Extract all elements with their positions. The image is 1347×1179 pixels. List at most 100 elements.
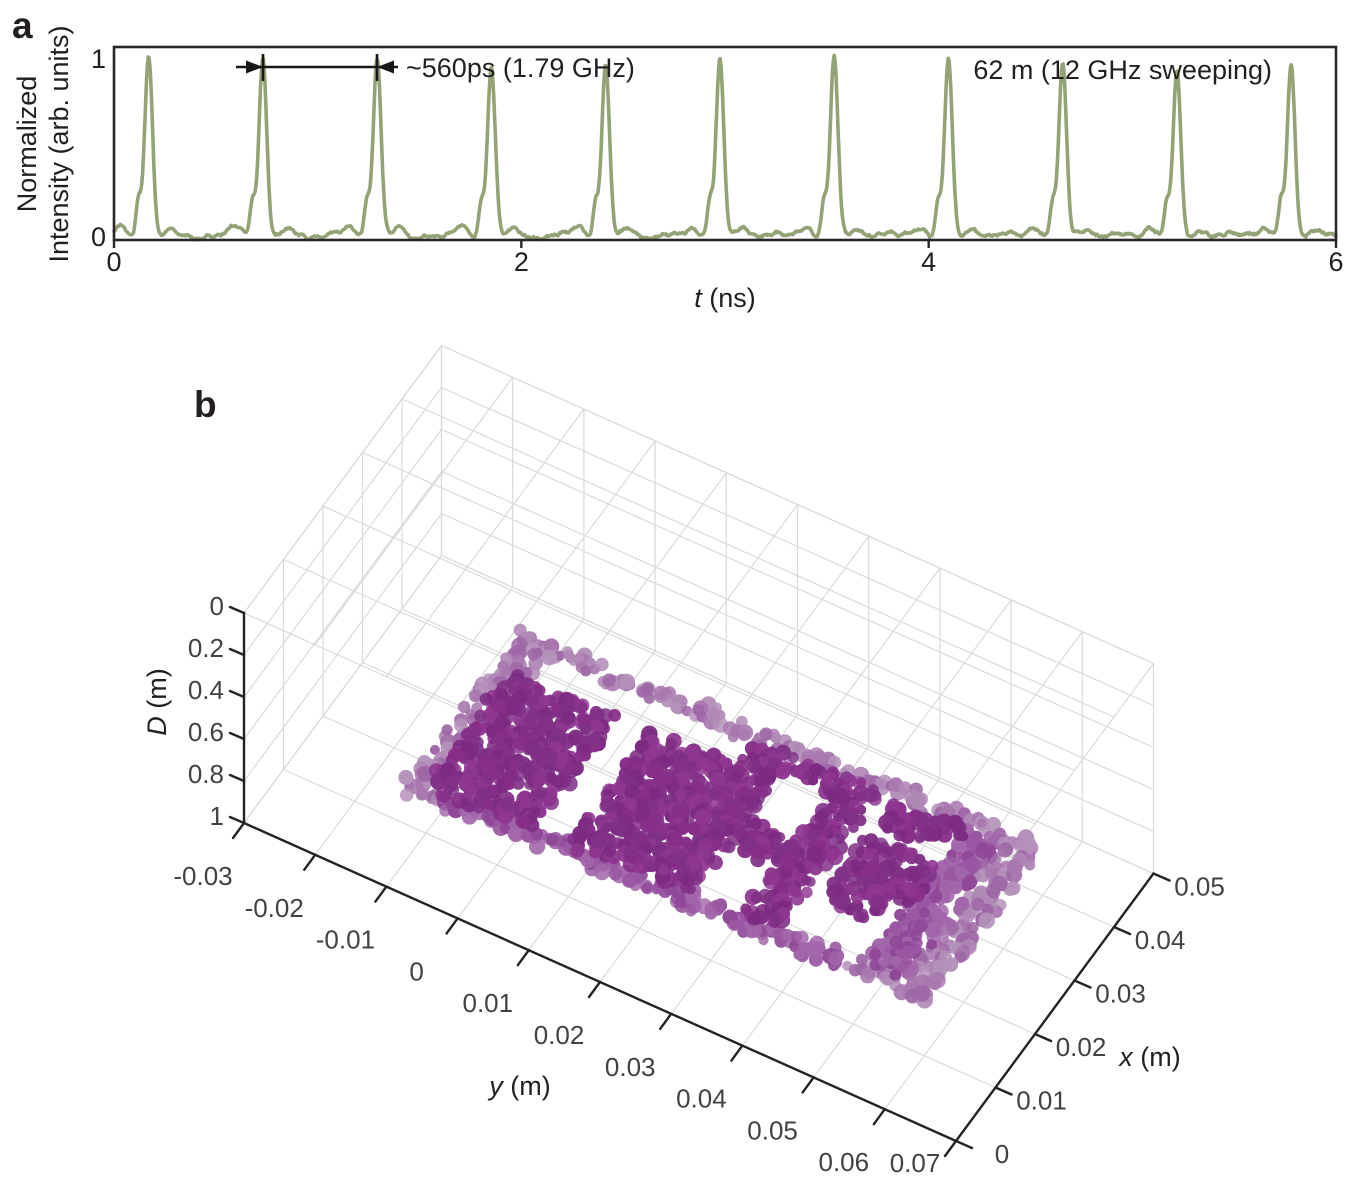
cloud-point [835, 791, 851, 806]
cloud-point [826, 790, 838, 801]
panel-b-tick-label: -0.03 [173, 861, 232, 891]
cloud-point [929, 971, 946, 989]
pulse-period-text: ~560ps (1.79 GHz) [406, 53, 635, 83]
d-axis-tick [228, 773, 246, 783]
cloud-point [642, 860, 655, 873]
d-axis-tick [228, 689, 246, 699]
cloud-point [441, 724, 453, 736]
panel-b-tick-label: 0.2 [188, 633, 224, 663]
cloud-point [881, 822, 894, 834]
cloud-point [481, 810, 493, 823]
panel-a-ylabel-line1: Normalized [12, 76, 42, 213]
panel-b-zlabel: D (m) [142, 668, 172, 735]
grid-floor-y [884, 841, 1083, 1110]
cloud-point [837, 870, 849, 883]
cloud-point [914, 919, 928, 933]
cloud-point [801, 886, 813, 899]
cloud-point [907, 869, 921, 883]
pulse-trace-path [112, 53, 1338, 242]
cloud-point [879, 866, 892, 879]
cloud-point [795, 768, 807, 779]
cloud-point [734, 919, 745, 930]
cloud-point [546, 833, 559, 846]
cloud-point [593, 863, 611, 881]
cloud-point [847, 843, 864, 860]
cloud-point [634, 740, 648, 753]
panel-a-xtick-label: 2 [514, 247, 529, 277]
cloud-point [398, 769, 414, 785]
cloud-point [608, 709, 621, 722]
panel-b: b 00.20.40.60.81-0.03-0.02-0.0100.010.02… [142, 344, 1225, 1178]
arrowhead-right-icon [246, 60, 263, 74]
cloud-point [807, 828, 820, 841]
panel-b-gridlines [243, 344, 1155, 1142]
cloud-point [570, 843, 585, 858]
x-axis-tick [994, 1086, 1013, 1096]
cloud-point [672, 759, 685, 772]
panel-b-tick-label: 0 [409, 956, 423, 986]
cloud-point [576, 711, 590, 725]
cloud-point [1006, 858, 1023, 875]
d-axis-tick [228, 815, 246, 825]
cloud-point [826, 848, 844, 866]
panel-a-ytick-0: 0 [91, 222, 106, 252]
grid-rightwall-d [441, 512, 1154, 833]
y-axis-tick [943, 1139, 958, 1158]
panel-b-label: b [194, 384, 217, 425]
cloud-point [605, 811, 617, 823]
cloud-point [673, 750, 686, 762]
panel-b-tick-label: 1 [210, 801, 224, 831]
grid-floor-y [314, 586, 514, 856]
cloud-point [808, 935, 825, 952]
cloud-point [809, 763, 823, 777]
cloud-point [685, 856, 701, 872]
panel-a-xlabel: t (ns) [694, 283, 756, 313]
cloud-point [580, 665, 592, 677]
grid-leftwall-d [243, 513, 442, 782]
cloud-point [500, 797, 516, 812]
y-axis-tick [516, 949, 530, 967]
cloud-point [586, 733, 601, 748]
x-axis-tick [1073, 979, 1092, 989]
grid-top-y [457, 440, 656, 709]
cloud-point [632, 862, 645, 874]
cloud-point [758, 888, 773, 904]
cloud-point [976, 818, 987, 829]
panel-a-label: a [12, 5, 33, 46]
cloud-point [641, 682, 654, 696]
cloud-point [828, 951, 843, 966]
cloud-point [1024, 836, 1036, 848]
panel-b-tick-label: 0.01 [462, 988, 513, 1018]
cloud-point [602, 673, 616, 687]
panel-b-tick-label: 0.01 [1016, 1086, 1067, 1116]
cloud-point [527, 742, 543, 758]
grid-top-y [741, 567, 941, 836]
panel-b-ylabel-var: y [487, 1071, 504, 1101]
panel-b-tick-label: 0.6 [188, 717, 224, 747]
panel-b-tick-label: 0 [210, 591, 224, 621]
cloud-point [685, 760, 698, 773]
cloud-point [479, 692, 493, 706]
panel-b-zlabel-unit: (m) [142, 668, 172, 716]
grid-leftwall-d [243, 429, 442, 698]
panel-b-tick-label: -0.01 [316, 925, 375, 955]
panel-b-tick-label: 0.02 [534, 1020, 585, 1050]
cloud-point [904, 912, 915, 923]
grid-leftwall-d [243, 387, 442, 656]
cloud-point [938, 879, 954, 895]
cloud-point [670, 701, 682, 712]
cloud-point [602, 821, 613, 833]
cloud-point [696, 846, 712, 862]
panel-b-ylabel: y (m) [487, 1071, 550, 1101]
panel-b-tick-label: 0.06 [818, 1147, 869, 1177]
panel-a-xtick-label: 0 [106, 247, 121, 277]
x-axis-tick [1152, 872, 1171, 882]
cloud-point [734, 759, 749, 774]
cloud-point [882, 891, 894, 902]
panel-a-plot-box [112, 45, 1338, 242]
cloud-point [580, 750, 591, 762]
cloud-point [530, 771, 547, 788]
cloud-point [658, 864, 670, 876]
x-axis-tick [1033, 1032, 1053, 1043]
